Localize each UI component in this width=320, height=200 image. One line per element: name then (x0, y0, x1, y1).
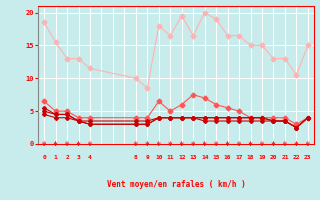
X-axis label: Vent moyen/en rafales ( km/h ): Vent moyen/en rafales ( km/h ) (107, 180, 245, 189)
